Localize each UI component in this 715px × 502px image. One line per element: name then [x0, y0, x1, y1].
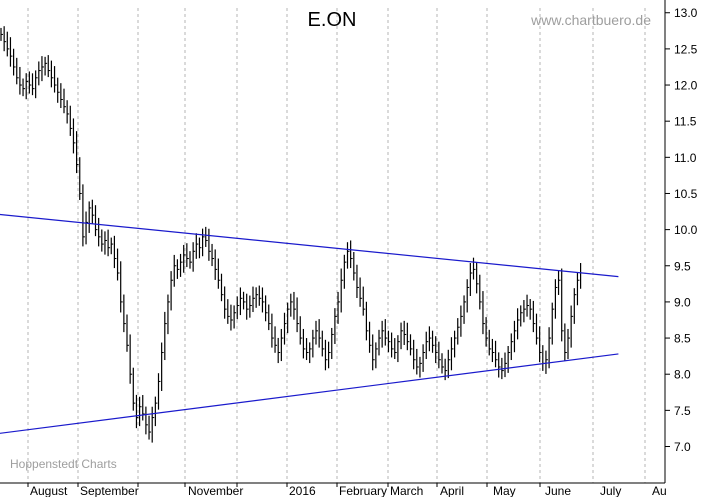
y-tick-label: 11.5 — [674, 115, 697, 129]
y-tick-label: 8.5 — [674, 332, 691, 346]
y-tick-label: 7.5 — [674, 404, 691, 418]
y-tick-label: 9.0 — [674, 295, 691, 309]
x-tick-label: 2016 — [289, 484, 316, 497]
x-tick-label: August — [30, 484, 68, 497]
x-tick-label: April — [440, 484, 464, 497]
x-tick-label: September — [80, 484, 139, 497]
y-tick-label: 8.0 — [674, 368, 691, 382]
y-axis-ticks: 7.0 7.5 8.0 8.5 9.0 9.5 10.0 10.5 11.0 11.5 12.0 12… — [665, 6, 698, 454]
y-tick-label: 12.5 — [674, 42, 698, 56]
y-tick-label: 13.0 — [674, 6, 698, 20]
x-tick-label: February — [339, 484, 387, 497]
trendlines — [0, 213, 619, 434]
y-tick-label: 10.5 — [674, 187, 698, 201]
y-tick-label: 10.0 — [674, 223, 698, 237]
x-tick-label: May — [493, 484, 516, 497]
x-tick-label: Au — [652, 484, 667, 497]
x-tick-label: March — [390, 484, 423, 497]
trendline-lower — [0, 353, 619, 434]
y-tick-label: 12.0 — [674, 79, 698, 93]
x-axis-ticks: August September November 2016 February March… — [27, 483, 667, 498]
watermark-url: www.chartbuero.de — [530, 12, 651, 28]
x-tick-label: June — [545, 484, 571, 497]
x-tick-label: November — [188, 484, 243, 497]
y-tick-label: 11.0 — [674, 151, 697, 165]
y-tick-label: 9.5 — [674, 259, 691, 273]
chart-title: E.ON — [308, 9, 357, 31]
source-label: Hoppenstedt Charts — [10, 457, 117, 471]
trendline-upper — [0, 213, 619, 278]
y-tick-label: 7.0 — [674, 440, 691, 454]
ohlc-bars — [0, 26, 583, 443]
x-tick-label: July — [600, 484, 621, 497]
grid — [27, 8, 646, 483]
